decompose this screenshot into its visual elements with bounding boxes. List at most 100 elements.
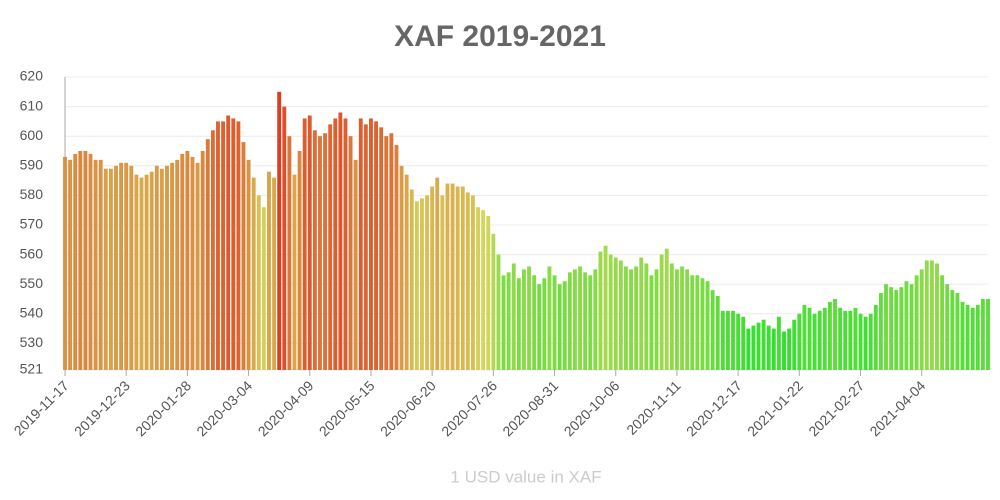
bar bbox=[741, 316, 746, 370]
bar bbox=[471, 195, 475, 370]
bar bbox=[267, 171, 271, 370]
y-tick-label: 610 bbox=[20, 97, 44, 113]
bar bbox=[246, 159, 251, 370]
bar bbox=[221, 121, 226, 370]
x-tick-label: 2020-06-20 bbox=[377, 377, 439, 439]
bar bbox=[710, 290, 715, 370]
bar bbox=[491, 233, 496, 370]
bar bbox=[613, 257, 618, 370]
bar bbox=[731, 310, 735, 370]
bar bbox=[771, 328, 776, 370]
bar bbox=[302, 118, 307, 370]
bar bbox=[440, 195, 445, 370]
y-tick-label: 590 bbox=[20, 156, 44, 172]
chart-title: XAF 2019-2021 bbox=[394, 20, 606, 53]
bar bbox=[374, 121, 379, 370]
x-tick-label: 2020-04-09 bbox=[255, 377, 317, 439]
bar bbox=[715, 296, 720, 370]
bar bbox=[185, 150, 190, 370]
x-tick-label: 2020-01-28 bbox=[132, 377, 194, 439]
bar bbox=[450, 183, 455, 370]
bar bbox=[787, 328, 792, 370]
bar bbox=[261, 207, 266, 370]
bar bbox=[664, 248, 669, 370]
bar bbox=[848, 310, 853, 370]
bar bbox=[73, 153, 78, 370]
bar bbox=[756, 322, 761, 370]
bar bbox=[690, 275, 695, 370]
x-tick-label: 2019-11-17 bbox=[11, 377, 72, 438]
bar bbox=[935, 263, 939, 370]
bar bbox=[980, 298, 985, 370]
bar bbox=[573, 269, 577, 370]
bar bbox=[226, 115, 231, 370]
bar bbox=[894, 290, 899, 370]
bar bbox=[705, 281, 710, 370]
bar bbox=[139, 177, 144, 370]
bar bbox=[287, 136, 292, 370]
bar bbox=[277, 91, 282, 371]
bar bbox=[353, 159, 358, 370]
bar bbox=[736, 313, 741, 370]
bar bbox=[409, 189, 414, 370]
bar bbox=[965, 304, 970, 370]
bar bbox=[496, 254, 501, 370]
bar bbox=[134, 174, 139, 370]
bar bbox=[307, 115, 312, 370]
bar bbox=[725, 310, 730, 370]
bar bbox=[552, 275, 557, 370]
bar bbox=[486, 216, 491, 370]
bar bbox=[149, 171, 154, 370]
bar bbox=[78, 150, 83, 370]
bar bbox=[83, 150, 88, 370]
bar bbox=[746, 328, 751, 370]
x-tick-label: 2020-08-31 bbox=[499, 377, 561, 439]
bar bbox=[562, 281, 567, 370]
bar bbox=[216, 121, 220, 370]
bar bbox=[165, 165, 169, 370]
x-axis-label: 1 USD value in XAF bbox=[450, 467, 601, 486]
x-tick-label: 2020-07-26 bbox=[438, 377, 500, 439]
bar bbox=[634, 266, 639, 370]
bar bbox=[674, 269, 679, 370]
x-tick-label: 2021-04-04 bbox=[866, 377, 928, 439]
bar bbox=[940, 275, 945, 370]
bar bbox=[802, 304, 807, 370]
bar bbox=[878, 293, 883, 370]
bar bbox=[695, 275, 700, 370]
bar bbox=[435, 177, 440, 370]
bar bbox=[654, 269, 659, 370]
bar bbox=[323, 133, 328, 370]
bar bbox=[465, 192, 470, 370]
y-tick-label: 550 bbox=[20, 275, 44, 291]
bar bbox=[348, 136, 353, 370]
bar bbox=[624, 266, 628, 370]
bar bbox=[511, 263, 516, 370]
bar bbox=[904, 281, 909, 370]
bar bbox=[144, 174, 149, 370]
bar bbox=[129, 165, 134, 370]
x-tick-label: 2020-03-04 bbox=[193, 377, 255, 439]
bar bbox=[399, 165, 404, 370]
bar bbox=[282, 106, 287, 371]
bar bbox=[292, 174, 297, 370]
bar bbox=[680, 266, 684, 370]
bar bbox=[481, 210, 486, 370]
bar bbox=[159, 168, 164, 370]
bar bbox=[919, 269, 924, 370]
y-tick-label: 620 bbox=[20, 68, 44, 84]
bar bbox=[583, 272, 588, 370]
bar bbox=[618, 260, 623, 370]
bar bbox=[889, 287, 894, 370]
bar bbox=[776, 316, 781, 370]
bar bbox=[476, 207, 480, 370]
bar bbox=[119, 162, 124, 370]
bar bbox=[68, 159, 73, 370]
bar bbox=[853, 307, 858, 370]
bar bbox=[644, 263, 649, 370]
bar bbox=[807, 307, 812, 370]
bar bbox=[180, 153, 185, 370]
bar bbox=[950, 290, 955, 370]
bar bbox=[843, 310, 848, 370]
